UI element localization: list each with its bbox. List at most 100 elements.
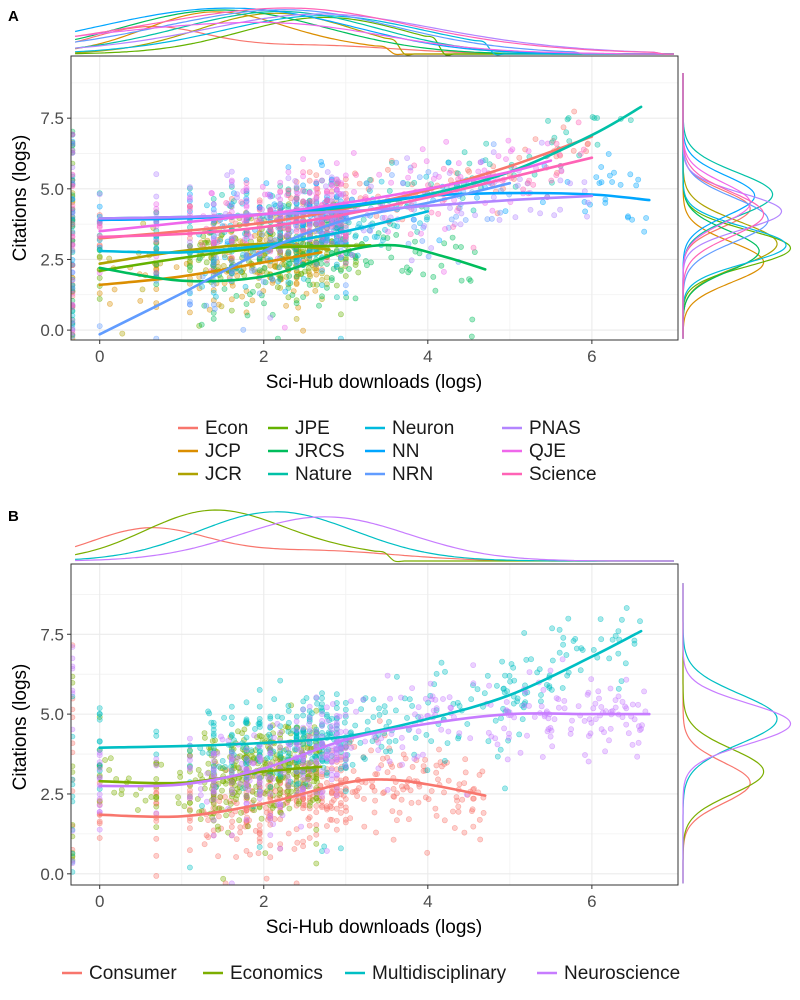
point-neuroscience [293,769,300,775]
point-neuroscience [228,786,235,793]
point-consumer [391,793,398,800]
point-neuroscience [561,698,568,704]
point-econ [384,166,391,173]
point-nn [581,198,588,205]
point-pnas [458,210,465,217]
point-science [558,168,565,175]
point-nn [285,164,292,171]
point-consumer [354,793,360,799]
point-neuroscience [629,741,636,748]
point-jrcs [286,273,293,279]
point-consumer [407,787,414,794]
point-multidisciplinary [186,864,193,871]
point-neuroscience [210,832,217,839]
point-consumer [71,740,76,746]
point-nrn [240,326,247,333]
point-multidisciplinary [277,752,284,759]
point-consumer [277,841,284,847]
point-neuroscience [305,776,311,783]
point-multidisciplinary [549,625,555,632]
point-economics [118,791,125,797]
point-neuroscience [96,802,103,809]
point-jpe [355,269,362,276]
point-neuroscience [243,816,250,823]
point-neuroscience [526,669,533,675]
point-neuroscience [319,722,325,729]
point-consumer [445,777,452,784]
point-economics [177,774,184,780]
point-qje [544,140,551,147]
point-neuroscience [494,741,501,748]
point-multidisciplinary [221,714,227,721]
point-science [470,244,477,251]
point-neuroscience [422,695,429,702]
point-multidisciplinary [285,719,292,726]
point-pnas [514,182,521,189]
point-consumer [476,816,483,823]
point-science [186,203,193,210]
point-neuroscience [430,707,437,714]
smooth-line-nrn [98,181,512,336]
point-neuroscience [277,845,284,852]
point-neuroscience [319,711,325,718]
y-tick-label: 2.5 [40,250,64,269]
x-tick-label: 2 [259,347,268,366]
point-jcr [272,262,279,269]
point-nature [466,160,473,167]
point-consumer [470,795,476,802]
point-neuroscience [267,791,274,797]
point-neuroscience [300,724,306,731]
point-consumer [319,804,325,811]
point-multidisciplinary [267,784,274,790]
point-science [333,182,340,189]
point-multidisciplinary [219,758,226,764]
point-neuroscience [333,712,340,719]
legend-item-jpe: JPE [268,418,330,439]
point-neuroscience [575,703,582,709]
point-consumer [456,781,463,788]
point-consumer [424,849,431,856]
point-neuron [423,173,430,180]
point-neuroscience [348,698,354,704]
point-qje [153,205,160,212]
point-pnas [71,164,76,170]
point-multidisciplinary [382,709,388,715]
point-economics [71,680,76,686]
point-economics [233,796,239,803]
point-neuroscience [96,826,103,833]
point-multidisciplinary [612,632,619,639]
point-nature [404,181,411,187]
point-economics [273,782,280,789]
point-nn [540,199,546,206]
point-neuroscience [588,676,595,682]
point-neuroscience [612,704,619,711]
point-nature [545,118,551,124]
point-nature [285,203,292,209]
point-qje [264,191,271,198]
x-tick-label: 4 [423,347,432,366]
point-science [277,249,284,255]
point-qje [281,324,288,331]
smooth-line-nn [98,191,651,222]
point-jrcs [469,316,476,323]
y-tick-label: 2.5 [40,785,64,804]
point-multidisciplinary [333,705,340,711]
point-multidisciplinary [285,702,292,709]
point-neuroscience [277,744,284,751]
point-consumer [228,811,235,818]
point-jrcs [468,333,475,340]
point-nrn [228,258,235,265]
point-neuroscience [243,784,250,791]
point-multidisciplinary [370,696,377,703]
point-consumer [256,829,263,836]
point-economics [296,798,303,805]
point-multidisciplinary [199,749,206,756]
point-neuroscience [277,804,284,811]
point-multidisciplinary [622,660,629,667]
point-econ [516,154,523,161]
point-science [71,205,76,211]
point-pnas [267,314,274,321]
legend-item-nrn: NRN [365,464,433,485]
point-jpe [305,265,312,272]
point-consumer [372,797,378,804]
